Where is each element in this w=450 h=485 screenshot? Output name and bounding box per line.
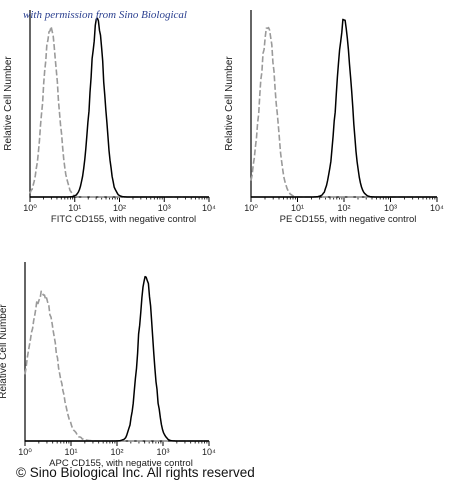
- y-axis-label: Relative Cell Number: [0, 304, 9, 399]
- x-axis-label: PE CD155, with negative control: [280, 214, 417, 225]
- plot-axes: [250, 10, 437, 198]
- x-axis-label: APC CD155, with negative control: [49, 458, 193, 469]
- x-tick-label: 10⁴: [430, 203, 444, 213]
- negative-control-histogram: [29, 25, 209, 198]
- x-tick-label: 10³: [384, 203, 397, 213]
- permission-watermark: with permission from Sino Biological: [23, 9, 187, 21]
- x-tick-label: 10³: [158, 203, 171, 213]
- histogram-panel-apc: 10⁰ 10¹ 10² 10³ 10⁴ APC CD155, with negative …: [0, 262, 216, 469]
- sample-histogram: [25, 275, 209, 442]
- x-axis-label: FITC CD155, with negative control: [51, 214, 196, 225]
- x-tick-label: 10⁴: [202, 447, 216, 457]
- negative-control-histogram: [24, 290, 209, 442]
- sample-histogram: [251, 18, 437, 198]
- x-tick-label: 10⁴: [202, 203, 216, 213]
- x-tick-label: 10⁰: [244, 203, 258, 213]
- x-tick-label: 10¹: [291, 203, 304, 213]
- x-tick-label: 10²: [337, 203, 350, 213]
- x-tick-label: 10¹: [68, 203, 81, 213]
- copyright-notice: © Sino Biological Inc. All rights reserv…: [16, 465, 255, 480]
- x-tick-label: 10²: [110, 447, 123, 457]
- x-tick-label: 10²: [113, 203, 126, 213]
- x-tick-label: 10³: [156, 447, 169, 457]
- plot-axes: [29, 10, 209, 198]
- negative-control-histogram: [250, 26, 437, 198]
- x-tick-label: 10¹: [64, 447, 77, 457]
- y-axis-label: Relative Cell Number: [224, 56, 235, 151]
- y-axis-label: Relative Cell Number: [3, 56, 14, 151]
- x-tick-label: 10⁰: [23, 203, 37, 213]
- histogram-panel-fitc: 10⁰ 10¹ 10² 10³ 10⁴ FITC CD155, with negative…: [3, 10, 216, 225]
- x-tick-label: 10⁰: [18, 447, 32, 457]
- sample-histogram: [30, 17, 209, 198]
- plot-axes: [24, 262, 209, 442]
- histogram-panel-pe: 10⁰ 10¹ 10² 10³ 10⁴ PE CD155, with negative c…: [224, 10, 444, 225]
